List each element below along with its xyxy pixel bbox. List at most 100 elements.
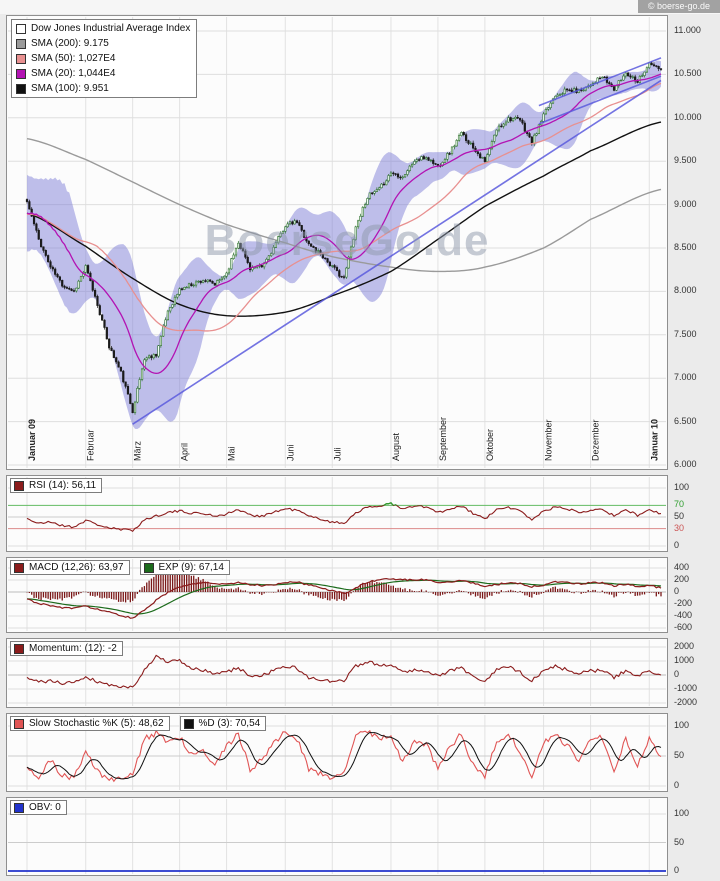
series-swatch xyxy=(16,38,26,49)
macd-bar xyxy=(437,592,439,596)
obv-legend: OBV: 0 xyxy=(10,800,67,815)
macd-bar xyxy=(68,592,70,598)
macd-bar xyxy=(416,591,418,592)
macd-panel[interactable]: MACD (12,26): 63,97 EXP (9): 67,14 xyxy=(6,557,668,633)
macd-bar xyxy=(592,589,594,592)
macd-bar xyxy=(211,585,214,592)
candle-body xyxy=(415,159,418,162)
momentum-panel[interactable]: Momentum: (12): -2 xyxy=(6,638,668,708)
candle-body xyxy=(230,258,233,270)
macd-bar xyxy=(289,587,291,592)
macd-bar xyxy=(249,592,251,594)
legend-item-obv[interactable]: OBV: 0 xyxy=(10,800,67,815)
candle-body xyxy=(183,287,186,290)
macd-bar xyxy=(308,592,310,596)
macd-bar xyxy=(235,588,237,592)
candle-body xyxy=(347,256,350,269)
legend-item-momentum[interactable]: Momentum: (12): -2 xyxy=(10,641,123,656)
stochastic-panel[interactable]: Slow Stochastic %K (5): 48,62 %D (3): 70… xyxy=(6,713,668,792)
x-month-label: Januar 10 xyxy=(649,419,659,461)
series-swatch xyxy=(14,643,24,654)
macd-bar xyxy=(167,569,169,592)
macd-bar xyxy=(132,592,134,601)
candle-body xyxy=(535,133,538,136)
candle-body xyxy=(155,354,158,357)
macd-bar xyxy=(305,592,308,594)
macd-bar xyxy=(653,592,655,593)
candle-body xyxy=(648,62,651,69)
macd-bar xyxy=(40,592,42,600)
candle-body xyxy=(35,223,38,231)
candle-body xyxy=(504,121,508,125)
candle-body xyxy=(324,257,327,260)
rsi-legend: RSI (14): 56,11 xyxy=(10,478,103,493)
macd-bar xyxy=(42,592,45,598)
candle-body xyxy=(314,247,317,252)
series-label: Slow Stochastic %K (5): 48,62 xyxy=(29,718,164,729)
candle-body xyxy=(495,129,498,136)
candle-body xyxy=(511,118,515,122)
candle-body xyxy=(558,94,562,96)
main-chart-panel[interactable]: BoerseGo.de Dow Jones Industrial Average… xyxy=(6,15,668,470)
macd-bar xyxy=(352,591,355,592)
candle-body xyxy=(302,230,306,238)
candle-body xyxy=(483,157,486,162)
macd-bar xyxy=(207,581,209,592)
macd-bar xyxy=(378,582,380,592)
candle-body xyxy=(556,94,559,97)
macd-bar xyxy=(622,592,625,594)
macd-bar xyxy=(357,587,359,592)
macd-bar xyxy=(603,592,606,594)
obv-panel[interactable]: OBV: 0 xyxy=(6,797,668,876)
macd-bar xyxy=(333,592,336,600)
x-month-label: Dezember xyxy=(591,419,601,461)
legend-item-sma100[interactable]: SMA (100): 9.951 xyxy=(16,83,190,94)
candle-body xyxy=(267,255,270,260)
candle-body xyxy=(641,75,644,77)
candle-body xyxy=(286,223,289,228)
macd-bar xyxy=(397,587,399,592)
legend-item-price[interactable]: Dow Jones Industrial Average Index xyxy=(16,23,190,34)
macd-plot[interactable] xyxy=(7,558,667,632)
y-tick-label: 0 xyxy=(674,865,680,875)
candle-body xyxy=(145,357,148,361)
candle-body xyxy=(450,146,454,155)
candle-body xyxy=(333,265,336,268)
legend-item-exp[interactable]: EXP (9): 67,14 xyxy=(139,560,230,575)
legend-item-sma50[interactable]: SMA (50): 1,027E4 xyxy=(16,53,190,64)
y-tick-label: 6.500 xyxy=(674,415,697,426)
legend-item-stoch-k[interactable]: Slow Stochastic %K (5): 48,62 xyxy=(10,716,170,731)
macd-bar xyxy=(629,592,632,594)
y-tick-label: 10.500 xyxy=(674,68,702,79)
rsi-plot[interactable] xyxy=(7,476,667,551)
candle-body xyxy=(434,163,437,165)
stochastic-d-line xyxy=(26,731,662,780)
rsi-panel[interactable]: RSI (14): 56,11 xyxy=(6,475,668,552)
series-label: SMA (200): 9.175 xyxy=(31,38,109,49)
legend-item-rsi[interactable]: RSI (14): 56,11 xyxy=(10,478,103,493)
macd-bar xyxy=(223,588,225,592)
macd-bar xyxy=(601,590,603,592)
legend-item-sma200[interactable]: SMA (200): 9.175 xyxy=(16,38,190,49)
obv-plot[interactable] xyxy=(7,798,667,875)
macd-bar xyxy=(254,592,256,594)
candle-body xyxy=(399,176,402,179)
macd-bar xyxy=(472,592,474,595)
candle-body xyxy=(502,123,505,127)
legend-item-stoch-d[interactable]: %D (3): 70,54 xyxy=(179,716,267,731)
candle-body xyxy=(523,122,526,132)
candle-body xyxy=(380,183,383,189)
legend-item-sma20[interactable]: SMA (20): 1,044E4 xyxy=(16,68,190,79)
candle-body xyxy=(129,393,132,404)
macd-bar xyxy=(648,592,650,593)
candle-body xyxy=(615,85,618,91)
x-month-label: Juni xyxy=(285,444,295,461)
macd-bar xyxy=(453,592,456,593)
macd-bar xyxy=(587,589,589,592)
series-label: SMA (100): 9.951 xyxy=(31,83,109,94)
macd-bar xyxy=(240,589,242,592)
candle-body xyxy=(371,192,374,195)
candle-body xyxy=(396,173,400,178)
legend-item-macd[interactable]: MACD (12,26): 63,97 xyxy=(10,560,130,575)
